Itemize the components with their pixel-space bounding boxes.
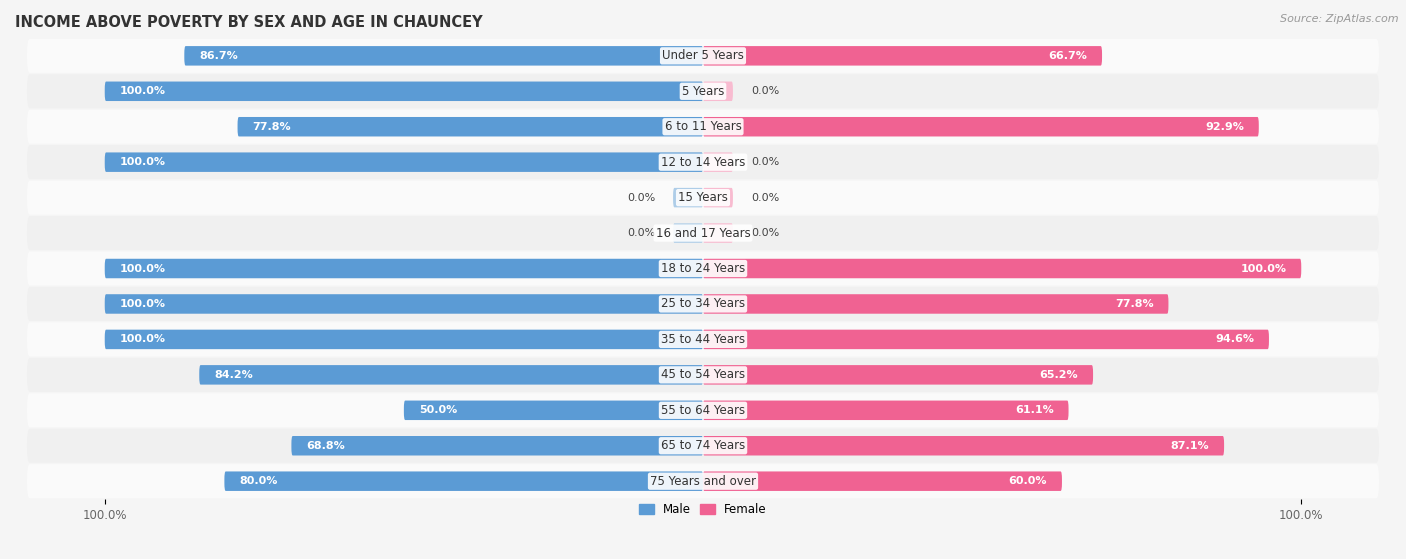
FancyBboxPatch shape (703, 471, 1062, 491)
Text: Under 5 Years: Under 5 Years (662, 49, 744, 63)
FancyBboxPatch shape (404, 401, 703, 420)
FancyBboxPatch shape (703, 117, 1258, 136)
Text: 12 to 14 Years: 12 to 14 Years (661, 155, 745, 169)
Text: 16 and 17 Years: 16 and 17 Years (655, 226, 751, 240)
FancyBboxPatch shape (104, 294, 703, 314)
FancyBboxPatch shape (27, 181, 1379, 215)
FancyBboxPatch shape (703, 188, 733, 207)
FancyBboxPatch shape (703, 436, 1225, 456)
Text: 84.2%: 84.2% (214, 370, 253, 380)
FancyBboxPatch shape (27, 252, 1379, 286)
FancyBboxPatch shape (104, 153, 703, 172)
Text: 25 to 34 Years: 25 to 34 Years (661, 297, 745, 310)
FancyBboxPatch shape (27, 394, 1379, 427)
Text: 100.0%: 100.0% (120, 86, 166, 96)
FancyBboxPatch shape (703, 401, 1069, 420)
FancyBboxPatch shape (27, 358, 1379, 392)
Text: INCOME ABOVE POVERTY BY SEX AND AGE IN CHAUNCEY: INCOME ABOVE POVERTY BY SEX AND AGE IN C… (15, 15, 482, 30)
Text: 55 to 64 Years: 55 to 64 Years (661, 404, 745, 417)
Text: 80.0%: 80.0% (239, 476, 278, 486)
Text: 5 Years: 5 Years (682, 85, 724, 98)
Text: 100.0%: 100.0% (120, 299, 166, 309)
Text: 92.9%: 92.9% (1205, 122, 1244, 132)
Text: 86.7%: 86.7% (200, 51, 238, 61)
FancyBboxPatch shape (184, 46, 703, 65)
FancyBboxPatch shape (27, 74, 1379, 108)
Text: 66.7%: 66.7% (1049, 51, 1087, 61)
Text: 35 to 44 Years: 35 to 44 Years (661, 333, 745, 346)
Legend: Male, Female: Male, Female (634, 498, 772, 520)
FancyBboxPatch shape (703, 153, 733, 172)
Text: 60.0%: 60.0% (1008, 476, 1047, 486)
FancyBboxPatch shape (27, 110, 1379, 144)
FancyBboxPatch shape (703, 46, 1102, 65)
Text: 100.0%: 100.0% (120, 334, 166, 344)
Text: Source: ZipAtlas.com: Source: ZipAtlas.com (1281, 14, 1399, 24)
Text: 68.8%: 68.8% (307, 440, 344, 451)
FancyBboxPatch shape (27, 39, 1379, 73)
Text: 0.0%: 0.0% (627, 228, 655, 238)
Text: 100.0%: 100.0% (120, 157, 166, 167)
FancyBboxPatch shape (27, 287, 1379, 321)
FancyBboxPatch shape (200, 365, 703, 385)
Text: 61.1%: 61.1% (1015, 405, 1053, 415)
FancyBboxPatch shape (703, 223, 733, 243)
FancyBboxPatch shape (703, 330, 1270, 349)
Text: 45 to 54 Years: 45 to 54 Years (661, 368, 745, 381)
FancyBboxPatch shape (104, 330, 703, 349)
FancyBboxPatch shape (703, 294, 1168, 314)
Text: 87.1%: 87.1% (1171, 440, 1209, 451)
FancyBboxPatch shape (104, 82, 703, 101)
Text: 0.0%: 0.0% (751, 193, 779, 202)
Text: 77.8%: 77.8% (253, 122, 291, 132)
Text: 0.0%: 0.0% (751, 157, 779, 167)
FancyBboxPatch shape (27, 323, 1379, 357)
FancyBboxPatch shape (673, 188, 703, 207)
FancyBboxPatch shape (27, 464, 1379, 498)
Text: 77.8%: 77.8% (1115, 299, 1153, 309)
Text: 75 Years and over: 75 Years and over (650, 475, 756, 487)
FancyBboxPatch shape (673, 223, 703, 243)
FancyBboxPatch shape (104, 259, 703, 278)
Text: 94.6%: 94.6% (1215, 334, 1254, 344)
Text: 0.0%: 0.0% (627, 193, 655, 202)
FancyBboxPatch shape (703, 365, 1092, 385)
Text: 18 to 24 Years: 18 to 24 Years (661, 262, 745, 275)
Text: 6 to 11 Years: 6 to 11 Years (665, 120, 741, 133)
FancyBboxPatch shape (225, 471, 703, 491)
FancyBboxPatch shape (703, 259, 1302, 278)
FancyBboxPatch shape (27, 145, 1379, 179)
FancyBboxPatch shape (291, 436, 703, 456)
FancyBboxPatch shape (27, 216, 1379, 250)
FancyBboxPatch shape (238, 117, 703, 136)
Text: 100.0%: 100.0% (120, 263, 166, 273)
Text: 65 to 74 Years: 65 to 74 Years (661, 439, 745, 452)
Text: 50.0%: 50.0% (419, 405, 457, 415)
FancyBboxPatch shape (27, 429, 1379, 463)
Text: 0.0%: 0.0% (751, 86, 779, 96)
Text: 100.0%: 100.0% (1240, 263, 1286, 273)
Text: 15 Years: 15 Years (678, 191, 728, 204)
Text: 65.2%: 65.2% (1039, 370, 1078, 380)
FancyBboxPatch shape (703, 82, 733, 101)
Text: 0.0%: 0.0% (751, 228, 779, 238)
